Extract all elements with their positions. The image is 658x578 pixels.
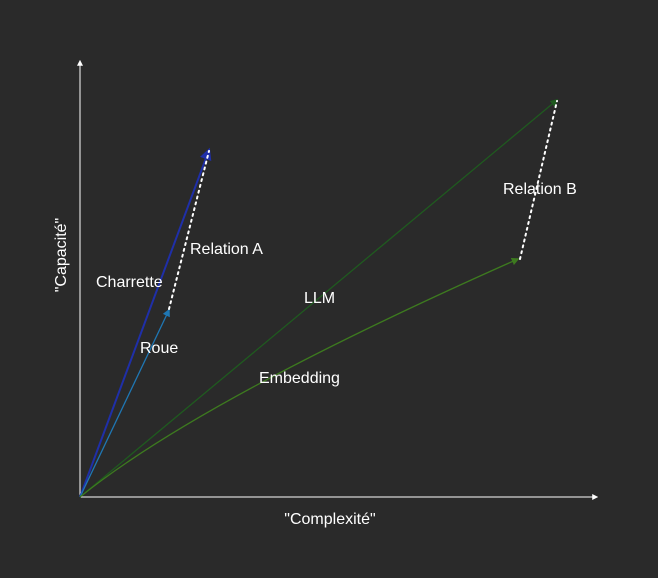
embedding-vector: [79, 257, 520, 498]
roue-vector: [79, 308, 170, 498]
charrette-label: Charrette: [96, 274, 163, 291]
relation-a-line: [168, 150, 210, 310]
roue-label: Roue: [140, 340, 178, 357]
relation-b-label: Relation B: [503, 181, 577, 198]
y-axis-label: "Capacité": [53, 218, 70, 293]
llm-label: LLM: [304, 290, 335, 307]
charrette-vector: [79, 147, 212, 498]
relation-b-line: [519, 100, 558, 260]
x-axis-label: "Complexité": [284, 511, 375, 528]
embedding-label: Embedding: [259, 370, 340, 387]
relation-a-label: Relation A: [190, 241, 263, 258]
llm-vector: [79, 99, 559, 498]
